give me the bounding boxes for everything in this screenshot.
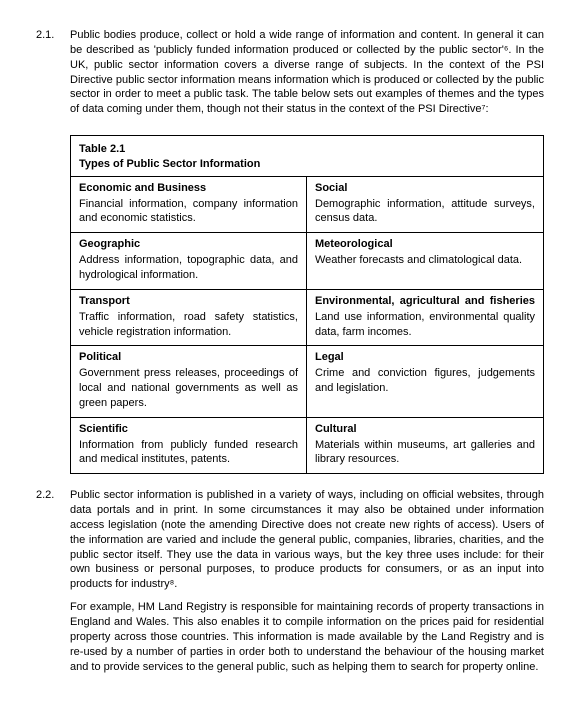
cell-body: Traffic information, road safety statist… xyxy=(79,310,298,340)
cell-body: Address information, topographic data, a… xyxy=(79,253,298,283)
cell-body: Land use information, environmental qual… xyxy=(315,310,535,340)
table-row: ScientificInformation from publicly fund… xyxy=(71,418,543,474)
table-row: GeographicAddress information, topograph… xyxy=(71,233,543,290)
table-row: TransportTraffic information, road safet… xyxy=(71,290,543,347)
cell-body: Demographic information, attitude survey… xyxy=(315,197,535,227)
section-body: Public bodies produce, collect or hold a… xyxy=(70,28,544,125)
cell-heading: Cultural xyxy=(315,422,535,437)
cell-heading: Economic and Business xyxy=(79,181,298,196)
table-cell-right: CulturalMaterials within museums, art ga… xyxy=(307,418,543,474)
cell-body: Weather forecasts and climatological dat… xyxy=(315,253,535,268)
section-number: 2.1. xyxy=(36,28,70,125)
cell-body: Crime and conviction figures, judgements… xyxy=(315,366,535,396)
table-cell-left: TransportTraffic information, road safet… xyxy=(71,290,307,346)
table-cell-right: MeteorologicalWeather forecasts and clim… xyxy=(307,233,543,289)
table-cell-right: Environmental, agricultural and fisherie… xyxy=(307,290,543,346)
table-cell-left: ScientificInformation from publicly fund… xyxy=(71,418,307,474)
cell-heading: Legal xyxy=(315,350,535,365)
table-title: Table 2.1 Types of Public Sector Informa… xyxy=(71,136,543,177)
cell-body: Information from publicly funded researc… xyxy=(79,438,298,468)
cell-heading: Environmental, agricultural and fisherie… xyxy=(315,294,535,309)
table-cell-left: PoliticalGovernment press releases, proc… xyxy=(71,346,307,416)
section-2-1: 2.1. Public bodies produce, collect or h… xyxy=(36,28,544,125)
cell-body: Materials within museums, art galleries … xyxy=(315,438,535,468)
table-2-1: Table 2.1 Types of Public Sector Informa… xyxy=(70,135,544,474)
cell-heading: Social xyxy=(315,181,535,196)
section-2-2: 2.2. Public sector information is publis… xyxy=(36,488,544,682)
section-body: Public sector information is published i… xyxy=(70,488,544,682)
cell-heading: Geographic xyxy=(79,237,298,252)
table-cell-left: GeographicAddress information, topograph… xyxy=(71,233,307,289)
cell-heading: Meteorological xyxy=(315,237,535,252)
cell-body: Financial information, company informati… xyxy=(79,197,298,227)
table-cell-left: Economic and BusinessFinancial informati… xyxy=(71,177,307,233)
cell-body: Government press releases, proceedings o… xyxy=(79,366,298,411)
paragraph: For example, HM Land Registry is respons… xyxy=(70,600,544,674)
section-number: 2.2. xyxy=(36,488,70,682)
table-cell-right: SocialDemographic information, attitude … xyxy=(307,177,543,233)
cell-heading: Scientific xyxy=(79,422,298,437)
table-row: PoliticalGovernment press releases, proc… xyxy=(71,346,543,417)
cell-heading: Political xyxy=(79,350,298,365)
table-title-line1: Table 2.1 xyxy=(79,142,535,157)
table-row: Economic and BusinessFinancial informati… xyxy=(71,177,543,234)
table-title-line2: Types of Public Sector Information xyxy=(79,157,535,172)
paragraph: Public bodies produce, collect or hold a… xyxy=(70,28,544,117)
cell-heading: Transport xyxy=(79,294,298,309)
table-cell-right: LegalCrime and conviction figures, judge… xyxy=(307,346,543,416)
paragraph: Public sector information is published i… xyxy=(70,488,544,592)
